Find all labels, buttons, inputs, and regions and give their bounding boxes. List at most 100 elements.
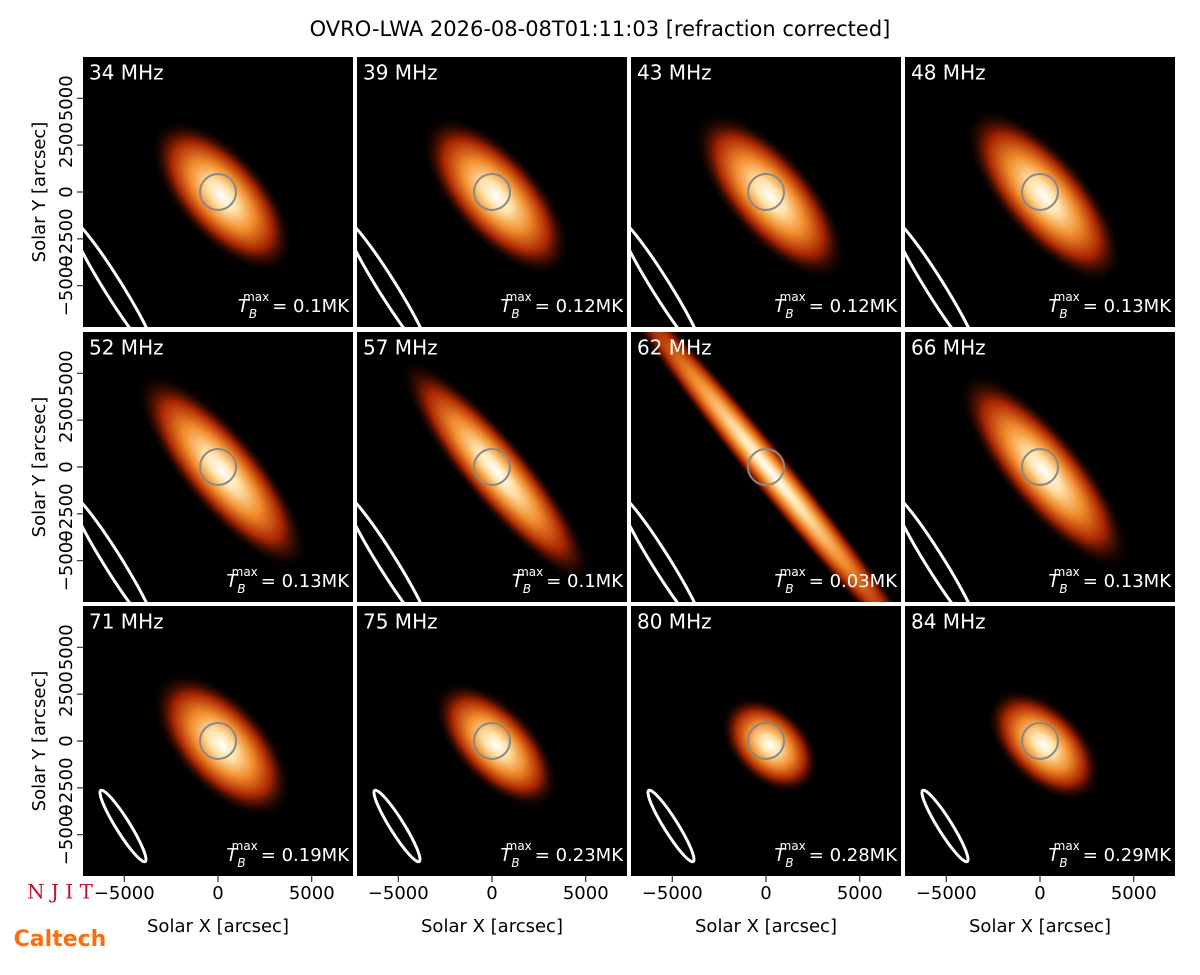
solar-disk — [473, 722, 511, 760]
solar-disk — [747, 722, 785, 760]
tb-symbol: T — [1048, 571, 1061, 592]
tb-value: = 0.23MK — [535, 845, 624, 866]
frequency-label: 48 MHz — [911, 61, 986, 85]
tb-value: = 0.12MK — [535, 296, 624, 317]
beam — [357, 492, 432, 602]
tb-superscript: max — [232, 565, 258, 579]
x-tick-label: −5000 — [642, 883, 703, 904]
frequency-label: 66 MHz — [911, 336, 986, 360]
tb-value: = 0.1MK — [272, 296, 350, 317]
x-tick-label: −5000 — [916, 883, 977, 904]
beam — [372, 788, 422, 864]
tb-max-label: TBmax = 0.1MK — [238, 290, 350, 321]
emission — [720, 696, 820, 794]
y-tick-label: 5000 — [56, 75, 77, 121]
tb-subscript: B — [1059, 582, 1067, 596]
tb-superscript: max — [517, 565, 543, 579]
panel: 48 MHz TBmax = 0.13MK — [905, 57, 1175, 327]
beam — [83, 217, 158, 327]
x-tick-label: 5000 — [563, 883, 609, 904]
tb-superscript: max — [780, 839, 806, 853]
frequency-label: 43 MHz — [637, 61, 712, 85]
tb-subscript: B — [237, 856, 245, 870]
emission — [421, 115, 571, 277]
emission — [964, 108, 1124, 284]
panel: 66 MHz TBmax = 0.13MK — [905, 332, 1175, 602]
tb-subscript: B — [249, 307, 257, 321]
tb-value: = 0.1MK — [546, 571, 624, 592]
y-tick-label: 0 — [56, 461, 77, 472]
caltech-logo: Caltech — [14, 927, 107, 952]
tb-max-label: TBmax = 0.1MK — [512, 565, 624, 596]
tb-symbol: T — [500, 845, 513, 866]
tb-max-label: TBmax = 0.13MK — [1048, 290, 1172, 321]
solar-disk — [199, 173, 237, 211]
tb-max-label: TBmax = 0.12MK — [774, 290, 898, 321]
emission — [136, 371, 308, 571]
panel-image — [83, 332, 353, 602]
tb-value: = 0.12MK — [809, 296, 898, 317]
tb-symbol: T — [226, 845, 239, 866]
solar-disk — [1021, 722, 1059, 760]
njit-logo: N J I T — [27, 880, 93, 904]
beam — [646, 788, 696, 864]
tb-symbol: T — [226, 571, 239, 592]
beam — [98, 788, 148, 864]
y-axis-label: Solar Y [arcsec] — [29, 397, 50, 538]
emission — [152, 672, 292, 818]
tb-max-label: TBmax = 0.23MK — [500, 839, 624, 870]
tb-value: = 0.13MK — [1083, 296, 1172, 317]
y-tick-label: −2500 — [56, 483, 77, 544]
panel-image — [905, 606, 1175, 876]
solar-disk — [1021, 173, 1059, 211]
figure-title: OVRO-LWA 2026-08-08T01:11:03 [refraction… — [310, 17, 891, 41]
frequency-label: 52 MHz — [89, 336, 164, 360]
beam — [905, 217, 980, 327]
x-axis-label: Solar X [arcsec] — [695, 916, 837, 937]
panel-image — [83, 606, 353, 876]
tb-subscript: B — [511, 856, 519, 870]
solar-disk — [199, 448, 237, 486]
panel: 39 MHz TBmax = 0.12MK — [357, 57, 627, 327]
emission — [631, 332, 901, 602]
tb-superscript: max — [780, 290, 806, 304]
y-tick-label: −5000 — [56, 804, 77, 865]
tb-symbol: T — [774, 571, 787, 592]
tb-max-label: TBmax = 0.28MK — [774, 839, 898, 870]
y-tick-label: 5000 — [56, 350, 77, 396]
x-tick-label: −5000 — [94, 883, 155, 904]
tb-symbol: T — [512, 571, 525, 592]
panel-image — [83, 57, 353, 327]
frequency-label: 62 MHz — [637, 336, 712, 360]
tb-symbol: T — [774, 845, 787, 866]
solar-disk — [747, 448, 785, 486]
tb-superscript: max — [232, 839, 258, 853]
panel-image — [631, 57, 901, 327]
y-tick-label: 5000 — [56, 624, 77, 670]
y-tick-label: −2500 — [56, 757, 77, 818]
frequency-label: 57 MHz — [363, 336, 438, 360]
x-tick-label: −5000 — [368, 883, 429, 904]
tb-superscript: max — [1054, 839, 1080, 853]
panel-image — [631, 606, 901, 876]
tb-symbol: T — [1048, 845, 1061, 866]
tb-symbol: T — [1048, 296, 1061, 317]
tb-max-label: TBmax = 0.19MK — [226, 839, 350, 870]
tb-max-label: TBmax = 0.29MK — [1048, 839, 1172, 870]
y-tick-label: 0 — [56, 186, 77, 197]
tb-subscript: B — [1059, 856, 1067, 870]
frequency-label: 75 MHz — [363, 610, 438, 634]
frequency-label: 39 MHz — [363, 61, 438, 85]
tb-subscript: B — [1059, 307, 1067, 321]
panel-image — [357, 57, 627, 327]
y-axis-label: Solar Y [arcsec] — [29, 671, 50, 812]
emission — [958, 371, 1130, 571]
tb-subscript: B — [523, 582, 531, 596]
x-tick-label: 0 — [212, 883, 223, 904]
